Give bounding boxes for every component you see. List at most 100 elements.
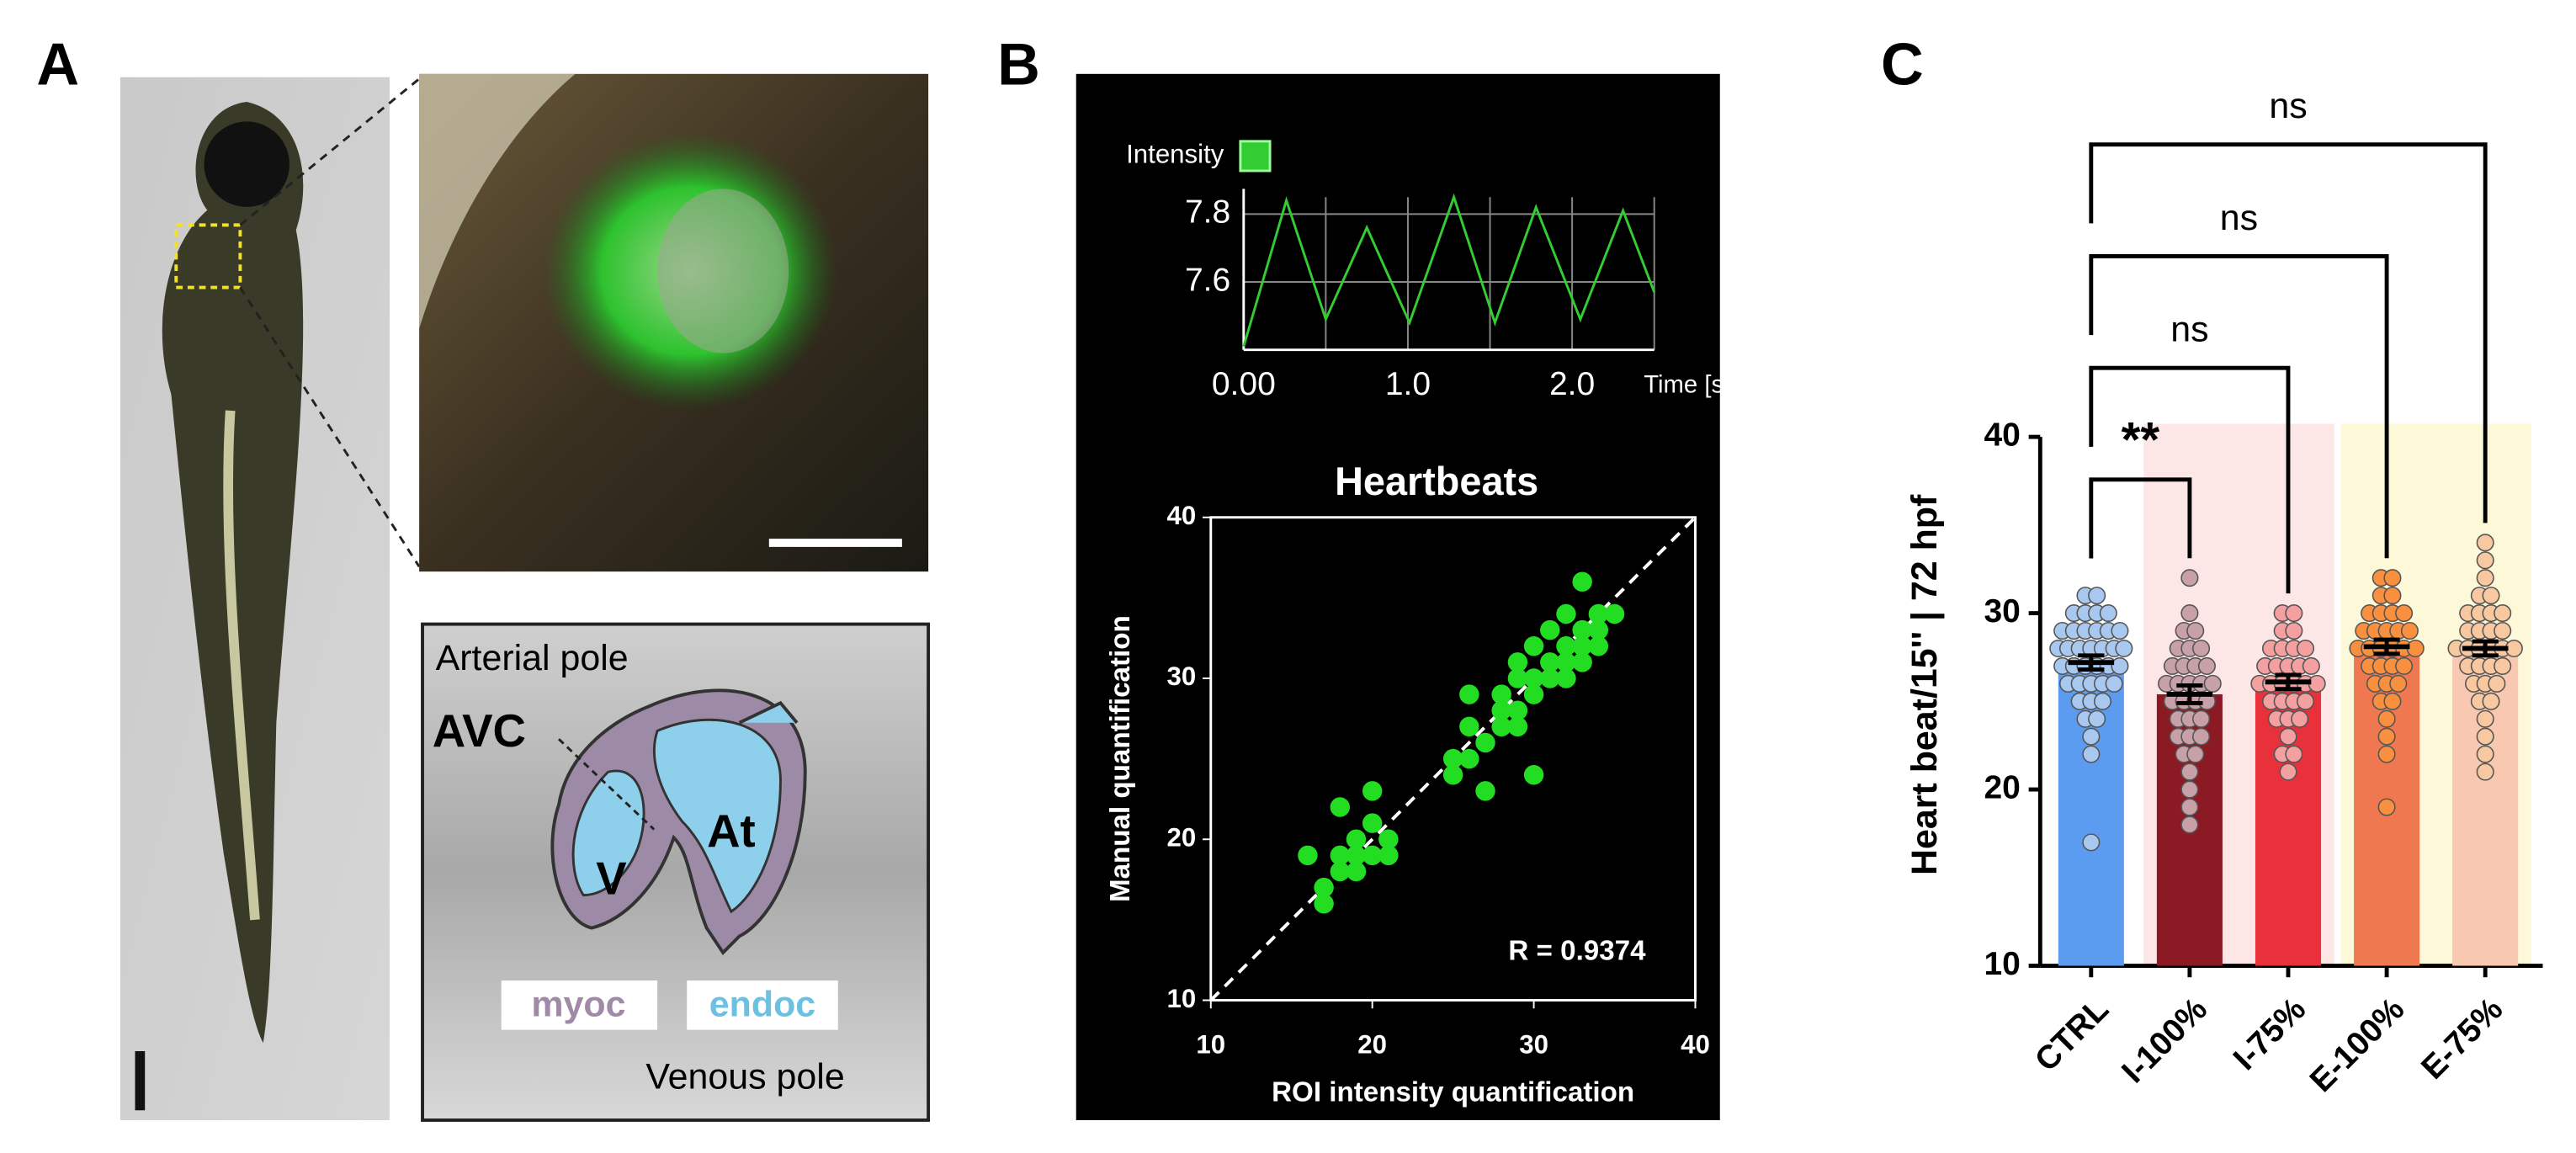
x-axis-label: Time [s]	[1644, 371, 1730, 398]
y-tick-label: 10	[1984, 946, 2020, 982]
data-point	[2476, 762, 2494, 781]
roi-box	[174, 223, 242, 290]
x-tick-label: 20	[1357, 1029, 1387, 1059]
data-point	[2115, 639, 2133, 658]
fish-notochord	[223, 410, 260, 921]
data-point	[2180, 780, 2199, 799]
scatter-point	[1588, 619, 1609, 640]
data-point	[2476, 569, 2494, 587]
ventricle-label: V	[596, 853, 627, 904]
scatter-point	[1588, 636, 1609, 656]
scatter-point	[1588, 603, 1609, 624]
scatter-point	[1491, 700, 1511, 720]
fish-eye	[204, 121, 289, 207]
scatter-point	[1378, 845, 1399, 866]
myoc-box	[501, 980, 658, 1030]
y-axis-label: Heart beat/15'' | 72 hpf	[1904, 494, 1945, 875]
scatter-point	[1523, 765, 1544, 785]
scatter-point	[1459, 684, 1479, 704]
data-point	[2197, 656, 2216, 675]
scatter-point	[1330, 797, 1351, 817]
data-point	[2111, 621, 2129, 640]
avc-label: AVC	[433, 705, 526, 757]
scatter-point	[1507, 716, 1528, 737]
plot-frame	[1209, 516, 1697, 1002]
y-tick-label: 7.8	[1185, 194, 1230, 231]
significance-bracket	[2089, 365, 2291, 594]
scatter-point	[1540, 619, 1560, 640]
inset-tissue	[419, 73, 576, 329]
data-point	[2186, 745, 2205, 763]
data-point	[2400, 621, 2419, 640]
panel-b-background	[1076, 73, 1720, 1120]
data-point	[2093, 692, 2112, 710]
zoom-line	[239, 286, 421, 568]
data-point	[2383, 692, 2402, 710]
data-point	[2285, 745, 2303, 763]
data-point	[2395, 656, 2414, 675]
avc-pointer	[557, 738, 656, 831]
atrium	[653, 718, 782, 914]
scatter-point	[1556, 636, 1576, 656]
scatter-point	[1556, 668, 1576, 688]
significance-label: **	[2122, 412, 2160, 467]
annotation: R = 0.9374	[1508, 936, 1646, 967]
panel-label: A	[36, 31, 79, 98]
data-point	[2482, 587, 2500, 605]
legend-swatch	[1239, 140, 1272, 173]
endoc-label: endoc	[709, 985, 815, 1025]
scatter-point	[1556, 603, 1576, 624]
data-point	[2203, 674, 2222, 693]
scatter-point	[1523, 668, 1544, 688]
data-point	[2192, 709, 2211, 728]
scatter-point	[1330, 845, 1351, 866]
myoc-label: myoc	[531, 985, 625, 1025]
data-point	[2186, 621, 2205, 640]
scatter-point	[1572, 619, 1592, 640]
data-point	[2279, 762, 2297, 781]
significance-bracket	[2089, 142, 2488, 523]
x-tick-label: 40	[1681, 1029, 1710, 1059]
data-point	[2476, 745, 2494, 763]
endoc-box	[687, 980, 838, 1030]
chart-title: Heartbeats	[1335, 460, 1538, 503]
data-point	[2494, 656, 2512, 675]
scatter-point	[1556, 652, 1576, 672]
y-tick-label: 20	[1984, 769, 2020, 805]
significance-label: ns	[2269, 86, 2307, 126]
y-axis-label: Manual quantification	[1105, 615, 1136, 902]
scatter-point	[1507, 668, 1528, 688]
data-point	[2296, 692, 2315, 710]
data-point	[2180, 798, 2199, 816]
scatter-point	[1378, 829, 1399, 849]
data-point	[2389, 674, 2408, 693]
y-tick-label: 7.6	[1185, 262, 1230, 298]
scatter-point	[1572, 652, 1592, 672]
scale-bar	[135, 1051, 146, 1111]
scatter-point	[1475, 732, 1495, 753]
scatter-point	[1346, 829, 1367, 849]
data-point	[2180, 604, 2199, 623]
data-point	[2383, 569, 2402, 587]
data-point	[2476, 727, 2494, 746]
data-point	[2476, 534, 2494, 552]
significance-label: ns	[2220, 198, 2258, 238]
x-tick-label: E-75%	[2414, 991, 2510, 1087]
scatter-point	[1491, 684, 1511, 704]
scatter-point	[1314, 877, 1334, 898]
y-tick-label: 30	[1984, 593, 2020, 630]
data-point	[2476, 709, 2494, 728]
data-point	[2383, 587, 2402, 605]
data-point	[2377, 745, 2396, 763]
scatter-point	[1362, 813, 1383, 833]
data-point	[2377, 727, 2396, 746]
significance-bracket	[2089, 477, 2192, 559]
scatter-point	[1442, 748, 1463, 769]
scatter-point	[1523, 636, 1544, 656]
data-point	[2105, 674, 2123, 693]
x-tick-label: 30	[1519, 1029, 1548, 1059]
data-point	[2082, 833, 2101, 852]
scatter-point	[1362, 845, 1383, 866]
venous-pole-label: Venous pole	[645, 1057, 844, 1097]
y-tick-label: 10	[1166, 984, 1196, 1013]
